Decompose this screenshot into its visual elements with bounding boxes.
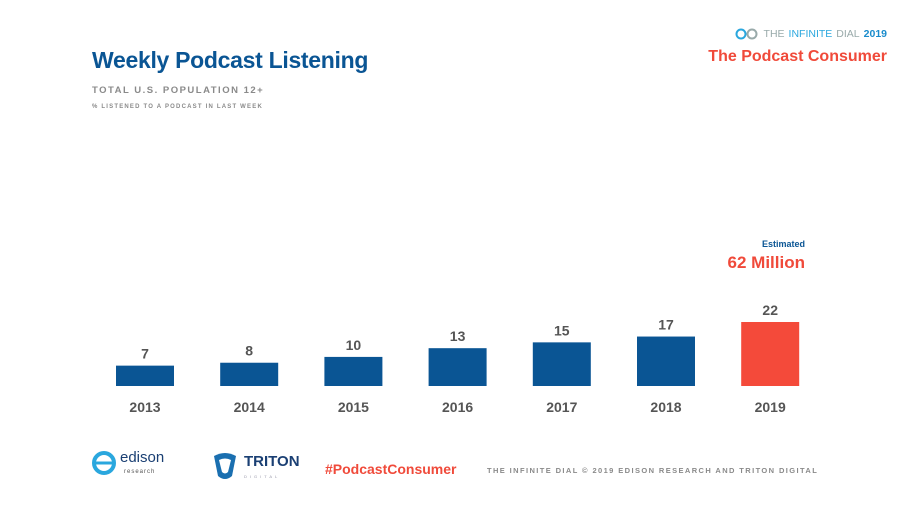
brand-prefix: THE (763, 28, 785, 40)
bar-2014 (220, 362, 279, 386)
chart-caption: % LISTENED TO A PODCAST IN LAST WEEK (92, 104, 263, 110)
triton-wordmark: TRITON (244, 453, 300, 471)
data-label: 10 (346, 337, 362, 353)
data-label: 7 (141, 346, 149, 362)
x-tick-label: 2013 (129, 399, 160, 415)
brand-year: 2019 (863, 28, 887, 40)
infinity-icon (735, 28, 758, 40)
edison-wordmark: edison (120, 448, 165, 466)
estimate-value: 62 Million (727, 253, 805, 272)
data-label: 15 (554, 322, 570, 338)
copyright: THE INFINITE DIAL © 2019 EDISON RESEARCH… (487, 466, 819, 475)
estimate-label: Estimated (761, 239, 805, 249)
bar-2013 (116, 365, 174, 386)
data-label: 17 (658, 317, 674, 333)
x-tick-label: 2015 (338, 399, 369, 415)
chart-title: Weekly Podcast Listening (92, 47, 369, 73)
data-label: 13 (450, 328, 466, 344)
edison-logo: edison research (92, 448, 164, 478)
edison-tagline: research (124, 469, 156, 476)
data-label: 8 (245, 343, 253, 359)
x-tick-label: 2017 (546, 399, 577, 415)
x-tick-label: 2019 (755, 399, 786, 415)
chart-subtitle: TOTAL U.S. POPULATION 12+ (92, 85, 265, 96)
bar-2015 (324, 356, 383, 386)
edison-e-icon (92, 451, 116, 475)
brand-name: INFINITE (788, 28, 833, 40)
brand-suffix: DIAL (836, 28, 860, 40)
bar-2017 (532, 342, 591, 386)
bar-2019 (741, 322, 800, 386)
triton-shield-icon (214, 453, 236, 479)
infinite-dial-brand: THE INFINITE DIAL 2019 (734, 28, 887, 41)
section-title: The Podcast Consumer (708, 48, 887, 65)
bar-2018 (637, 336, 695, 386)
triton-tagline: DIGITAL (244, 473, 281, 479)
x-tick-label: 2016 (442, 399, 473, 415)
hashtag: #PodcastConsumer (325, 461, 457, 477)
bar-2016 (428, 348, 487, 386)
x-tick-label: 2014 (234, 399, 265, 415)
triton-logo: TRITON DIGITAL (210, 450, 300, 482)
data-label: 22 (762, 302, 778, 318)
x-tick-label: 2018 (650, 399, 681, 415)
